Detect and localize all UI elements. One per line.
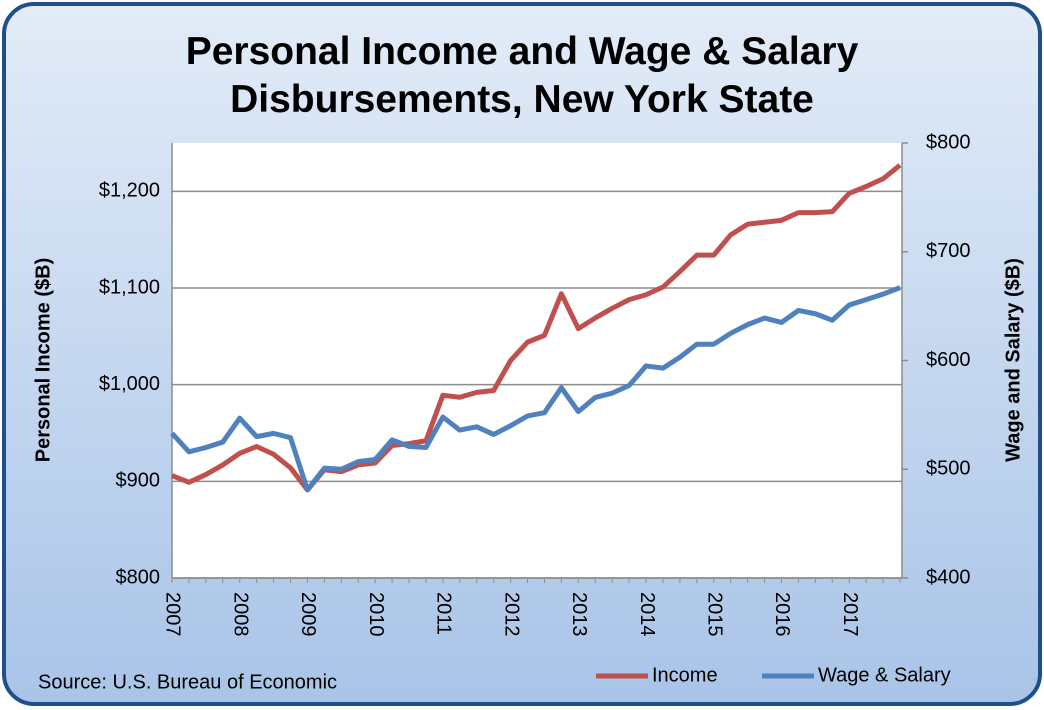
y-tick-label: $900 bbox=[116, 470, 161, 492]
legend-label: Wage & Salary bbox=[818, 664, 951, 686]
x-tick-label: 2013 bbox=[568, 592, 590, 637]
y-tick-label: $1,000 bbox=[99, 373, 160, 395]
series-line bbox=[171, 163, 902, 493]
x-tick-label: 2009 bbox=[297, 592, 319, 637]
y2-tick-label: $400 bbox=[926, 566, 971, 588]
x-tick-label: 2008 bbox=[229, 592, 251, 637]
y2-tick-label: $500 bbox=[926, 458, 971, 480]
y2-tick-label: $700 bbox=[926, 240, 971, 262]
x-tick-label: 2012 bbox=[500, 592, 522, 637]
y2-tick-label: $800 bbox=[926, 131, 971, 153]
y-tick-label: $1,200 bbox=[99, 180, 160, 202]
y-tick-label: $1,100 bbox=[99, 276, 160, 298]
chart-title: Personal Income and Wage & Salary Disbur… bbox=[185, 30, 859, 121]
x-tick-label: 2017 bbox=[839, 592, 861, 637]
y2-axis-label: Wage and Salary ($B) bbox=[1002, 258, 1024, 462]
y-axis-label: Personal Income ($B) bbox=[32, 258, 54, 463]
x-tick-label: 2010 bbox=[365, 592, 387, 637]
x-tick-label: 2011 bbox=[433, 592, 455, 635]
source: Source: U.S. Bureau of Economic bbox=[38, 671, 337, 693]
plot-area bbox=[172, 143, 902, 578]
x-tick-label: 2014 bbox=[636, 592, 658, 637]
legend-label: Income bbox=[652, 664, 718, 686]
x-tick-label: 2016 bbox=[771, 592, 793, 637]
y2-tick-label: $600 bbox=[926, 349, 971, 371]
y-tick-label: $800 bbox=[116, 566, 161, 588]
x-tick-label: 2015 bbox=[703, 592, 725, 637]
x-tick-label: 2007 bbox=[162, 592, 184, 637]
series-line bbox=[170, 285, 901, 493]
